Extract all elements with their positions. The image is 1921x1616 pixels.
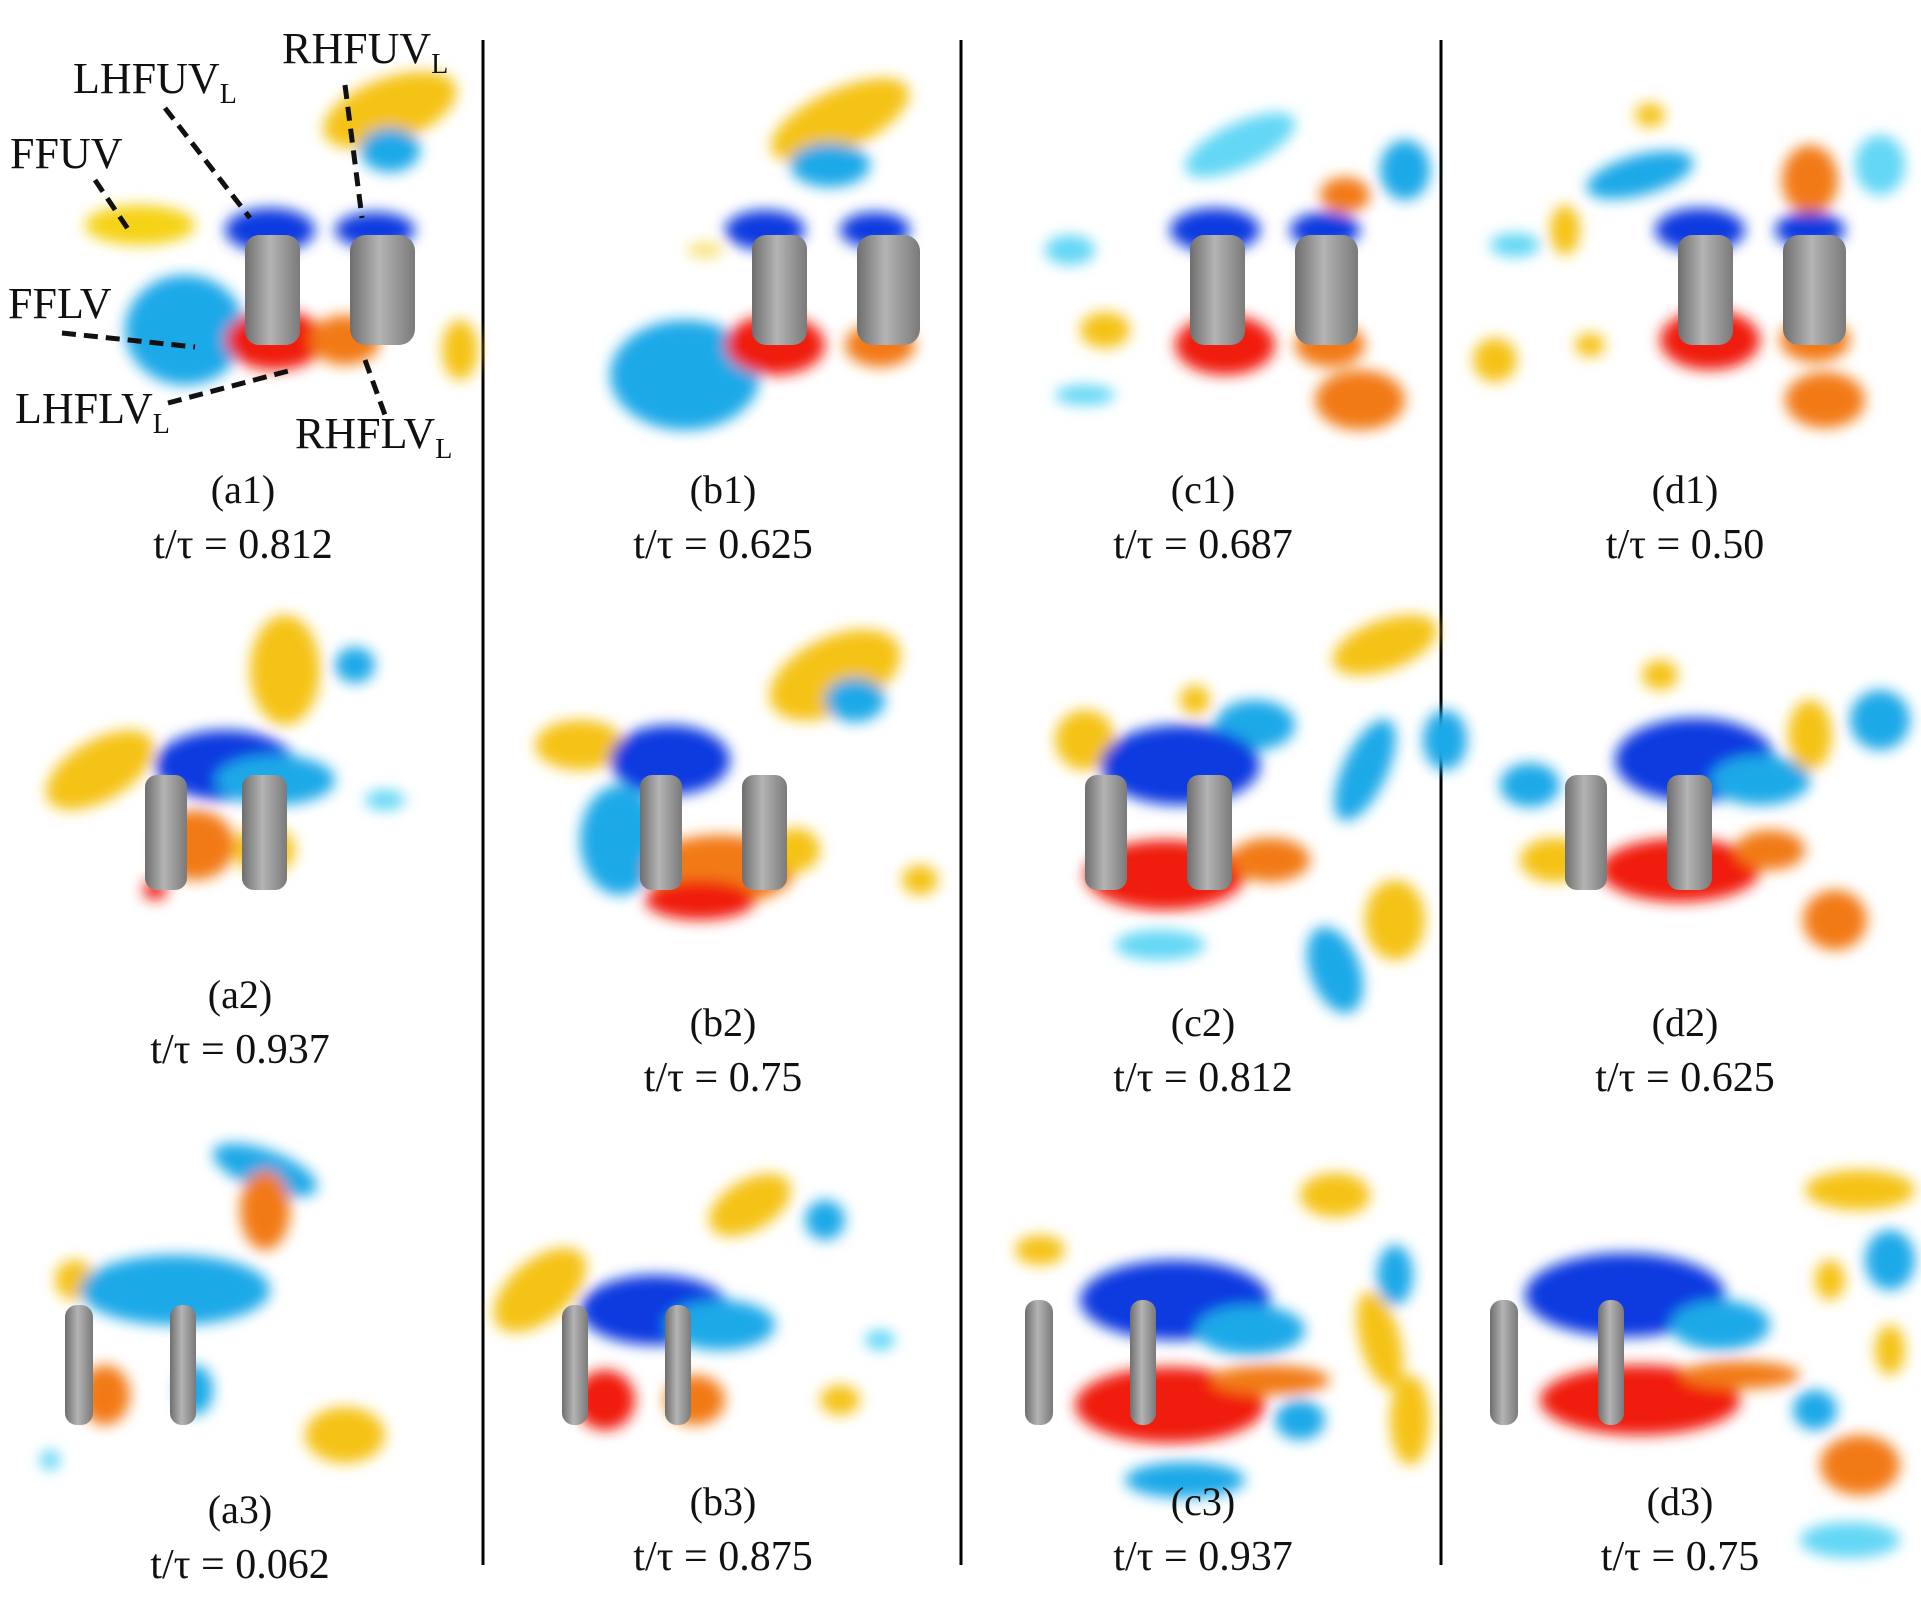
panel-d1-bodies: [1678, 235, 1846, 345]
annotation-lhfuv: LHFUVL: [73, 54, 237, 110]
panel-c2-bodies: [1085, 775, 1232, 890]
panel-label-c2: (c2): [1171, 1000, 1235, 1045]
panel-b2-flow-field: [535, 629, 938, 920]
leader-fflv: [61, 330, 196, 350]
column-dividers: [481, 40, 1443, 1565]
leader-ffuv: [92, 178, 133, 234]
panel-time-d1: t/τ = 0.50: [1606, 522, 1764, 568]
panel-label-a2: (a2): [208, 972, 272, 1017]
panel-a2-bodies: [145, 775, 287, 890]
leader-rhflv: [362, 359, 388, 416]
panel-label-d3: (d3): [1647, 1479, 1714, 1524]
panel-label-b1: (b1): [690, 467, 757, 512]
panel-label-b2: (b2): [690, 1000, 757, 1045]
annotation-rhflv: RHFLVL: [295, 409, 452, 465]
annotation-rhfuv: RHFUVL: [282, 24, 448, 80]
panel-c3-bodies: [1025, 1300, 1156, 1425]
panel-time-d3: t/τ = 0.75: [1601, 1534, 1759, 1580]
panel-time-d2: t/τ = 0.625: [1595, 1055, 1774, 1101]
panel-label-a3: (a3): [208, 1487, 272, 1532]
panel-a1-bodies: [245, 235, 415, 345]
annotation-lhflv: LHFLVL: [15, 384, 170, 440]
panel-d3-flow-field: [1525, 1170, 1915, 1558]
panel-label-d2: (d2): [1652, 1000, 1719, 1045]
panel-label-d1: (d1): [1652, 467, 1719, 512]
panel-d2-bodies: [1565, 775, 1712, 890]
panel-a3-flow-field: [40, 1143, 385, 1470]
panel-b2-bodies: [640, 775, 787, 890]
panel-label-c3: (c3): [1171, 1479, 1235, 1524]
panel-c3-flow-field: [1015, 1173, 1430, 1498]
annotation-labels: LHFUVL RHFUVL FFUV FFLV LHFLVL RHFLVL: [8, 24, 452, 465]
panel-label-c1: (c1): [1171, 467, 1235, 512]
panel-a3-bodies: [65, 1305, 196, 1425]
panel-label-a1: (a1): [211, 467, 275, 512]
panel-c2-flow-field: [1055, 614, 1467, 1014]
panel-time-a1: t/τ = 0.812: [153, 522, 332, 568]
panel-time-a3: t/τ = 0.062: [150, 1542, 329, 1588]
panel-b3-bodies: [562, 1305, 691, 1425]
panel-time-b3: t/τ = 0.875: [633, 1534, 812, 1580]
annotation-ffuv: FFUV: [10, 129, 123, 178]
panel-b1-bodies: [752, 235, 920, 345]
panel-a2-flow-field: [45, 615, 405, 900]
panel-time-c3: t/τ = 0.937: [1113, 1534, 1292, 1580]
panel-c1-bodies: [1190, 235, 1358, 345]
panel-time-c1: t/τ = 0.687: [1113, 522, 1292, 568]
panel-time-c2: t/τ = 0.812: [1113, 1055, 1292, 1101]
leader-lhfuv: [163, 106, 252, 220]
panel-time-b1: t/τ = 0.625: [633, 522, 812, 568]
panel-d3-bodies: [1490, 1300, 1624, 1425]
leader-rhfuv: [342, 84, 365, 219]
panel-c1-flow-field: [1045, 112, 1430, 430]
panel-time-a2: t/τ = 0.937: [150, 1027, 329, 1073]
annotation-leader-lines: [61, 84, 388, 416]
panel-time-b2: t/τ = 0.75: [644, 1055, 802, 1101]
panel-b3-flow-field: [493, 1173, 895, 1430]
panel-captions: (a1) t/τ = 0.812 (b1) t/τ = 0.625 (c1) t…: [150, 467, 1774, 1588]
annotation-fflv: FFLV: [8, 279, 112, 328]
panel-label-b3: (b3): [690, 1479, 757, 1524]
